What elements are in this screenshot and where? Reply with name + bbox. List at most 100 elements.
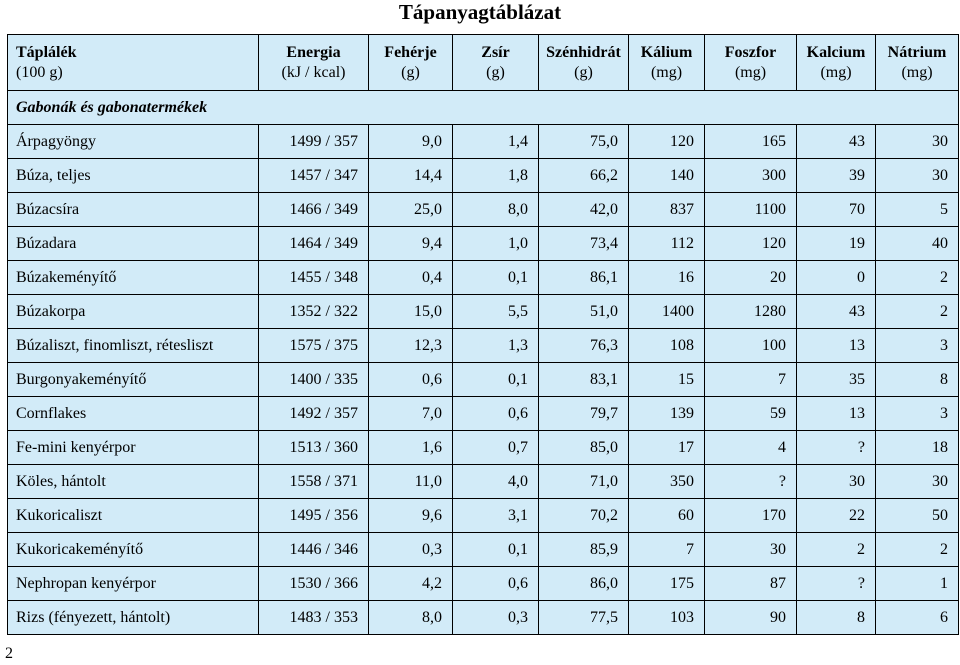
value-cell: 1,6 (368, 430, 453, 465)
value-cell: 1,0 (452, 226, 539, 261)
value-cell: 83,1 (538, 362, 629, 397)
value-cell: 1464 / 349 (258, 226, 369, 261)
value-cell: 100 (704, 328, 797, 363)
value-cell: 7,0 (368, 396, 453, 431)
value-cell: 30 (704, 532, 797, 567)
value-cell: 86,0 (538, 566, 629, 601)
food-name-cell: Rizs (fényezett, hántolt) (7, 600, 259, 635)
table-row: Árpagyöngy 1499 / 357 9,0 1,4 75,0 120 165 43 30 (7, 124, 959, 159)
column-header-label: Nátrium (887, 43, 947, 61)
value-cell: 1530 / 366 (258, 566, 369, 601)
value-cell: 1499 / 357 (258, 124, 369, 159)
value-cell: 3 (875, 396, 959, 431)
food-name-cell: Fe-mini kenyérpor (7, 430, 259, 465)
value-cell: 20 (704, 260, 797, 295)
value-cell: 43 (796, 124, 876, 159)
column-header-label: Zsír (481, 43, 510, 61)
value-cell: 837 (628, 192, 705, 227)
column-header-label: Kálium (640, 43, 693, 61)
value-cell: 73,4 (538, 226, 629, 261)
value-cell: 103 (628, 600, 705, 635)
value-cell: 1457 / 347 (258, 158, 369, 193)
value-cell: 1575 / 375 (258, 328, 369, 363)
value-cell: 8,0 (368, 600, 453, 635)
value-cell: 175 (628, 566, 705, 601)
column-header-unit: (mg) (820, 63, 852, 81)
column-header-unit: (100 g) (16, 63, 63, 81)
value-cell: 0,7 (452, 430, 539, 465)
value-cell: 7 (628, 532, 705, 567)
value-cell: 0,6 (368, 362, 453, 397)
value-cell: 75,0 (538, 124, 629, 159)
value-cell: 8 (875, 362, 959, 397)
value-cell: 112 (628, 226, 705, 261)
value-cell: ? (704, 464, 797, 499)
value-cell: 1,4 (452, 124, 539, 159)
value-cell: 0,3 (368, 532, 453, 567)
value-cell: 30 (875, 158, 959, 193)
value-cell: 12,3 (368, 328, 453, 363)
value-cell: 4,2 (368, 566, 453, 601)
value-cell: 43 (796, 294, 876, 329)
value-cell: 18 (875, 430, 959, 465)
value-cell: 76,3 (538, 328, 629, 363)
food-name-cell: Nephropan kenyérpor (7, 566, 259, 601)
column-header: Foszfor (mg) (704, 34, 797, 91)
column-header: Energia (kJ / kcal) (258, 34, 369, 91)
column-header-label: Táplálék (16, 43, 77, 61)
value-cell: 4,0 (452, 464, 539, 499)
value-cell: 140 (628, 158, 705, 193)
value-cell: 9,4 (368, 226, 453, 261)
value-cell: 19 (796, 226, 876, 261)
column-header-label: Kalcium (806, 43, 866, 61)
column-header: Kálium (mg) (628, 34, 705, 91)
column-header-unit: (mg) (650, 63, 683, 81)
page-title: Tápanyagtáblázat (398, 0, 562, 24)
header-row: Táplálék (100 g) Energia (kJ / kcal) Fehérje… (7, 34, 959, 91)
value-cell: 59 (704, 396, 797, 431)
value-cell: 30 (875, 124, 959, 159)
table-row: Fe-mini kenyérpor 1513 / 360 1,6 0,7 85,0 17 4… (7, 430, 959, 465)
value-cell: 60 (628, 498, 705, 533)
value-cell: 6 (875, 600, 959, 635)
table-row: Búza, teljes 1457 / 347 14,4 1,8 66,2 140 300 3… (7, 158, 959, 193)
value-cell: 1558 / 371 (258, 464, 369, 499)
value-cell: 1466 / 349 (258, 192, 369, 227)
column-header-label: Energia (286, 43, 341, 61)
column-header: Fehérje (g) (368, 34, 453, 91)
value-cell: 108 (628, 328, 705, 363)
value-cell: 70,2 (538, 498, 629, 533)
column-header-unit: (mg) (734, 63, 767, 81)
value-cell: 79,7 (538, 396, 629, 431)
table-row: Búzaliszt, finomliszt, rétesliszt 1575 / … (7, 328, 959, 363)
food-name-cell: Búzacsíra (7, 192, 259, 227)
table-row: Cornflakes 1492 / 357 7,0 0,6 79,7 139 59 13 3 (7, 396, 959, 431)
value-cell: ? (796, 430, 876, 465)
value-cell: 120 (704, 226, 797, 261)
value-cell: 1352 / 322 (258, 294, 369, 329)
value-cell: 0,3 (452, 600, 539, 635)
column-header-unit: (g) (574, 63, 593, 81)
value-cell: 165 (704, 124, 797, 159)
column-header: Szénhidrát (g) (538, 34, 629, 91)
value-cell: 9,0 (368, 124, 453, 159)
table-row: Kukoricakeményítő 1446 / 346 0,3 0,1 85,9 7 30… (7, 532, 959, 567)
column-header-unit: (mg) (901, 63, 933, 81)
value-cell: 1400 / 335 (258, 362, 369, 397)
table-row: Köles, hántolt 1558 / 371 11,0 4,0 71,0 350? 3… (7, 464, 959, 499)
value-cell: 1495 / 356 (258, 498, 369, 533)
value-cell: 2 (796, 532, 876, 567)
food-name-cell: Kukoricaliszt (7, 498, 259, 533)
value-cell: 0,1 (452, 362, 539, 397)
table-row: Nephropan kenyérpor 1530 / 366 4,2 0,6 86,0 1… (7, 566, 959, 601)
column-header-unit: (g) (401, 63, 420, 81)
value-cell: 1446 / 346 (258, 532, 369, 567)
value-cell: 1513 / 360 (258, 430, 369, 465)
food-name-cell: Búzakeményítő (7, 260, 259, 295)
value-cell: 50 (875, 498, 959, 533)
value-cell: 30 (796, 464, 876, 499)
value-cell: 2 (875, 294, 959, 329)
value-cell: 87 (704, 566, 797, 601)
value-cell: 1455 / 348 (258, 260, 369, 295)
section-title: Gabonák és gabonatermékek (7, 90, 959, 125)
